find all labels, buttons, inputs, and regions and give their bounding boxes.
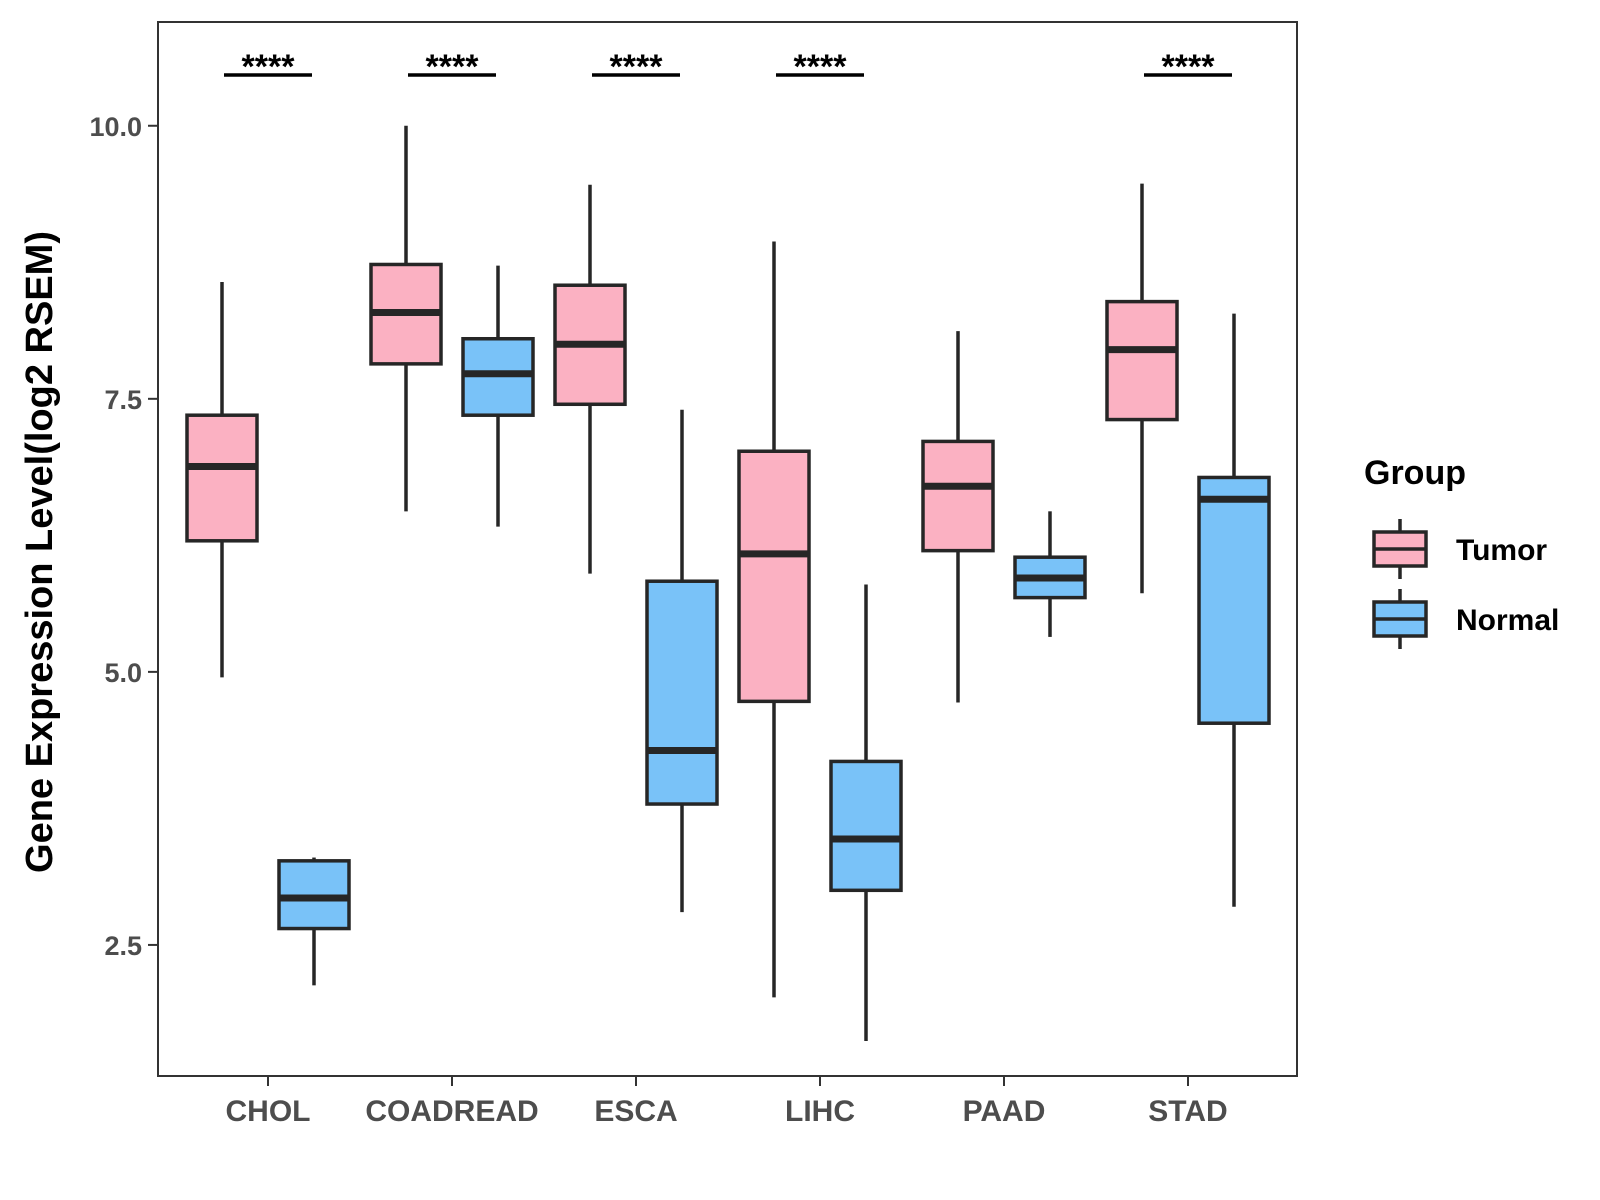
box-normal-stad (1197, 313, 1271, 907)
box-body (185, 413, 259, 543)
box-body (1197, 475, 1271, 725)
x-tick-label: LIHC (785, 1095, 855, 1128)
box-normal-paad (1013, 511, 1087, 637)
significance-label: **** (242, 48, 296, 86)
legend-label-tumor: Tumor (1456, 534, 1547, 567)
box-tumor-chol (185, 281, 259, 678)
legend-title: Group (1364, 454, 1466, 492)
y-tick-label: 2.5 (104, 931, 142, 961)
y-axis-title: Gene Expression Level(log2 RSEM) (19, 231, 61, 873)
legend: Group Tumor Normal (1364, 454, 1559, 649)
y-tick-label: 10.0 (89, 112, 142, 142)
legend-label-normal: Normal (1456, 604, 1559, 637)
box-normal-chol (277, 857, 351, 986)
box-tumor-esca (553, 184, 627, 574)
box-tumor-paad (921, 331, 995, 703)
significance-label: **** (610, 48, 664, 86)
box-normal-esca (645, 409, 719, 913)
y-tick-label: 5.0 (104, 658, 142, 688)
box-body (1105, 299, 1179, 422)
box-body (645, 579, 719, 806)
legend-item-tumor: Tumor (1372, 519, 1547, 579)
legend-item-normal: Normal (1372, 589, 1559, 649)
box-tumor-coadread (369, 125, 443, 512)
x-tick-label: ESCA (594, 1095, 677, 1128)
box-body (829, 759, 903, 893)
box-tumor-lihc (737, 241, 811, 998)
plot-layer: 2.5 5.0 7.5 10.0 CHOL COADREAD ESCA LIHC PAAD STA… (89, 48, 1271, 1128)
x-tick-label: STAD (1148, 1095, 1227, 1128)
significance-label: **** (1162, 48, 1216, 86)
box-body (737, 449, 811, 704)
significance-label: **** (426, 48, 480, 86)
box-normal-lihc (829, 584, 903, 1042)
panel-border (157, 21, 1298, 1077)
x-tick-label: CHOL (226, 1095, 311, 1128)
box-normal-coadread (461, 265, 535, 527)
significance-label: **** (794, 48, 848, 86)
box-tumor-stad (1105, 183, 1179, 594)
box-body (921, 439, 995, 553)
y-tick-label: 7.5 (104, 385, 142, 415)
x-tick-label: PAAD (963, 1095, 1046, 1128)
x-tick-label: COADREAD (365, 1095, 538, 1128)
